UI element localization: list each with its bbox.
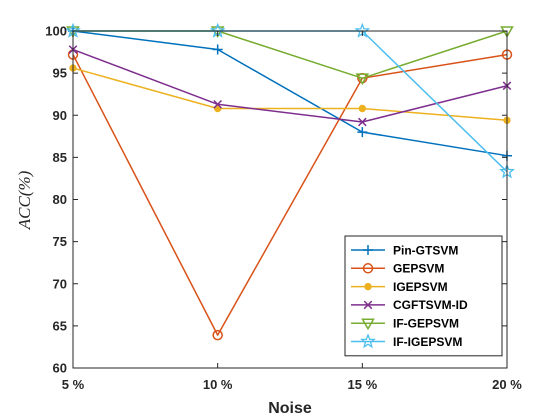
- legend-entry-pin-gtsvm: Pin-GTSVM: [351, 243, 458, 257]
- marker-x: [358, 117, 367, 127]
- series-line-cgftsvm-id: [72, 48, 508, 123]
- marker-star: [360, 333, 376, 349]
- y-tick-label: 100: [45, 24, 67, 39]
- legend-entry-igepsvm: IGEPSVM: [351, 280, 448, 294]
- marker-x: [213, 99, 222, 109]
- data-point-gepsvm-1: [212, 329, 223, 341]
- marker-circle: [212, 329, 223, 341]
- legend-label: Pin-GTSVM: [393, 243, 458, 257]
- y-axis-title: ACC(%): [15, 170, 34, 230]
- series-line-igepsvm: [72, 67, 508, 122]
- marker-plus: [363, 245, 373, 255]
- y-tick-label: 75: [53, 234, 67, 249]
- marker-dot: [358, 104, 367, 113]
- legend-box: [344, 235, 503, 357]
- legend-marker: [362, 263, 374, 274]
- marker-circle: [362, 263, 374, 274]
- legend-label: CGFTSVM-ID: [393, 298, 468, 312]
- y-tick-label: 95: [53, 66, 67, 81]
- legend-label: IF-GEPSVM: [393, 317, 459, 331]
- legend-label: IGEPSVM: [393, 280, 448, 294]
- x-tick-label: 15 %: [348, 377, 378, 392]
- x-tick-label: 20 %: [492, 377, 522, 392]
- marker-x: [363, 300, 373, 310]
- legend-entry-cgftsvm-id: CGFTSVM-ID: [351, 298, 468, 312]
- series-line-gepsvm: [72, 53, 508, 336]
- legend-marker: [360, 333, 376, 349]
- legend-label: GEPSVM: [393, 262, 444, 276]
- legend-entry-gepsvm: GEPSVM: [351, 262, 444, 276]
- series-line-pin-gtsvm: [72, 30, 508, 157]
- legend-marker: [364, 282, 372, 291]
- data-point-if-gepsvm-3: [500, 26, 514, 38]
- marker-triangle: [361, 318, 375, 331]
- marker-triangle: [355, 73, 370, 86]
- data-point-pin-gtsvm-2: [357, 127, 368, 138]
- legend-entry-if-igepsvm: IF-IGEPSVM: [351, 333, 462, 349]
- marker-triangle: [500, 26, 514, 38]
- x-tick-label: 10 %: [203, 377, 233, 392]
- data-point-pin-gtsvm-1: [212, 44, 223, 55]
- legend-entry-if-gepsvm: IF-GEPSVM: [351, 317, 459, 331]
- y-tick-label: 60: [53, 361, 67, 376]
- legend-marker: [361, 318, 375, 331]
- legend-label: IF-IGEPSVM: [393, 335, 462, 349]
- plot-area: [65, 22, 515, 368]
- legend-marker: [363, 300, 373, 310]
- y-tick-label: 70: [53, 276, 67, 291]
- data-point-cgftsvm-id-2: [358, 117, 367, 127]
- x-tick-label: 5 %: [62, 377, 85, 392]
- y-tick-label: 65: [53, 318, 67, 333]
- marker-plus: [212, 44, 223, 55]
- legend: Pin-GTSVM GEPSVM IGEPSVM CGFTSVM-ID IF-GEPSV…: [344, 235, 503, 357]
- y-tick-label: 85: [53, 150, 67, 165]
- data-point-cgftsvm-id-1: [213, 99, 222, 109]
- axes: 60 65 70 75 80 85 90 95 100 5 % 10 % 15 % 20 %: [45, 24, 522, 393]
- legend-marker: [363, 245, 373, 255]
- data-point-if-gepsvm-2: [355, 73, 370, 86]
- marker-dot: [364, 282, 372, 291]
- y-tick-label: 90: [53, 108, 67, 123]
- marker-plus: [357, 127, 368, 138]
- data-point-igepsvm-2: [358, 104, 367, 113]
- y-tick-label: 80: [53, 192, 67, 207]
- x-axis-title: Noise: [268, 400, 312, 417]
